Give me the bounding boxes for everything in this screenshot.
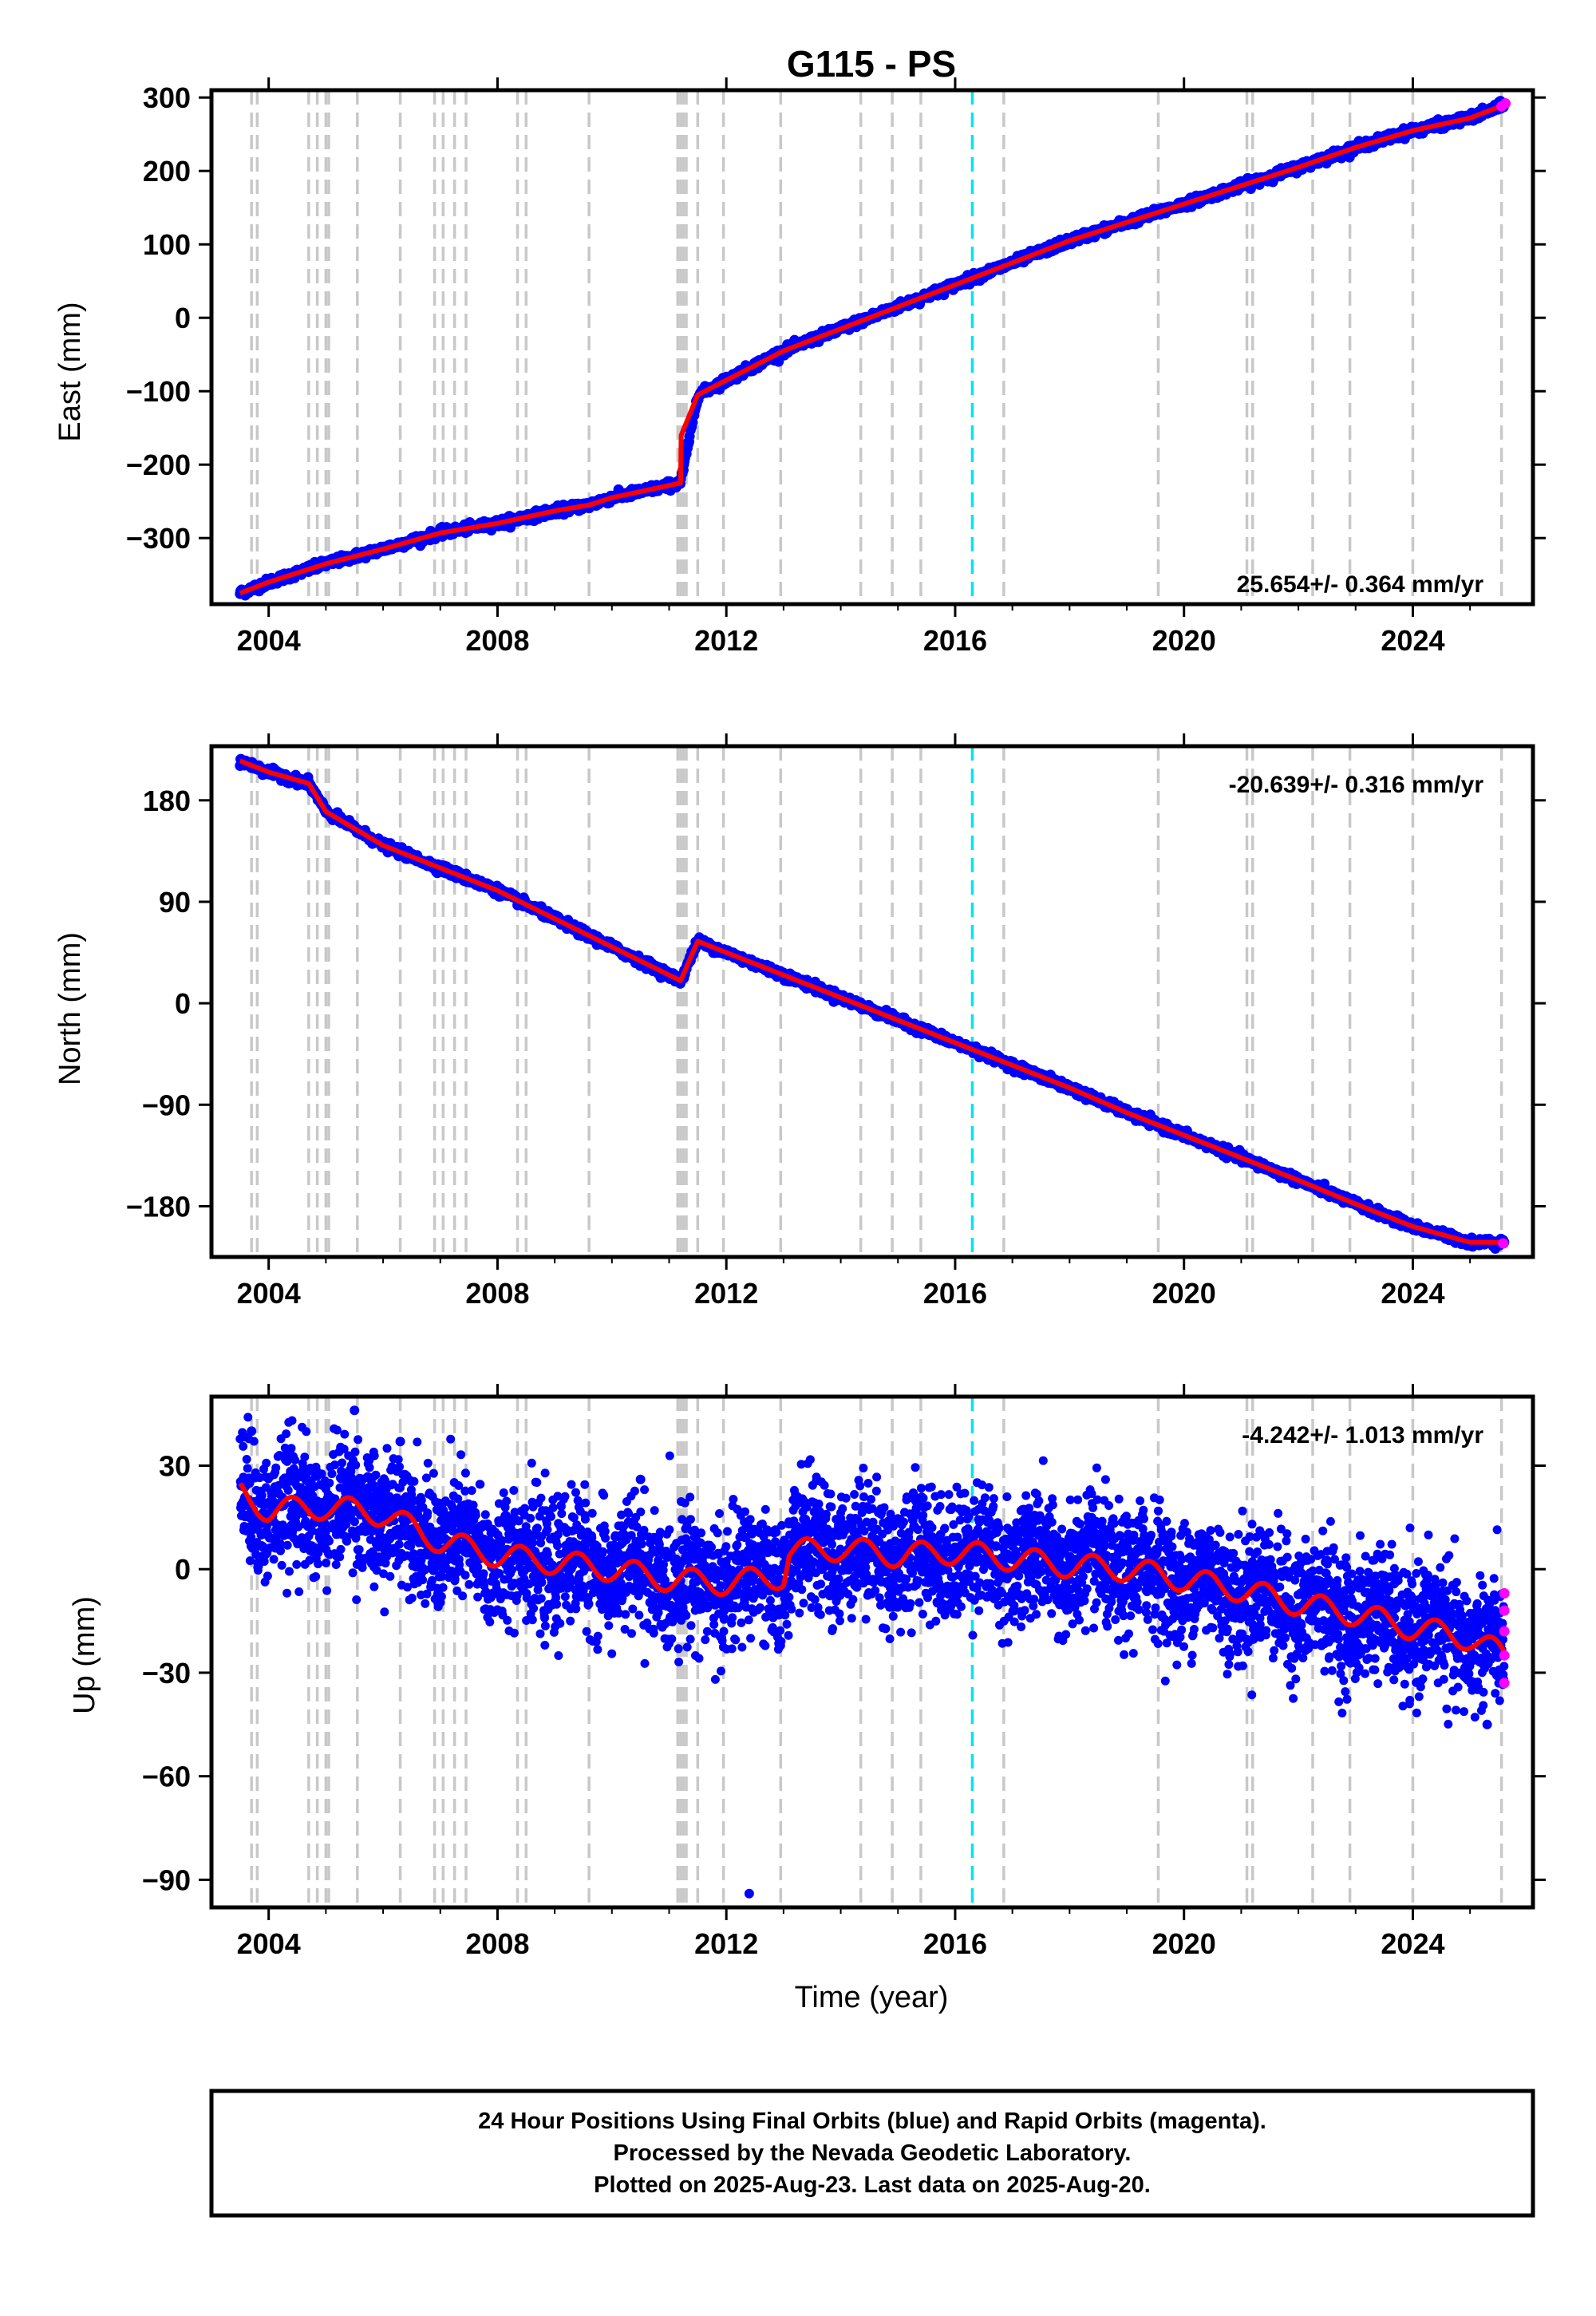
y-tick-label: 200 [143, 155, 191, 188]
y-tick-label: −300 [126, 522, 191, 555]
final-orbit-points [235, 753, 1510, 1254]
x-tick-label: 2012 [694, 624, 758, 657]
y-tick-label: 300 [143, 81, 191, 114]
north-panel: 2004 2008 2012 2016 2020 2024180900−90−180-20… [126, 733, 1546, 1310]
east-panel: 2004 2008 2012 2016 2020 2024 300 200 100 0 −100 −2… [126, 77, 1546, 657]
y-tick-label: 0 [175, 302, 191, 334]
x-tick-label: 2024 [1381, 624, 1444, 657]
x-tick-label: 2016 [923, 624, 987, 657]
rapid-point [1500, 98, 1511, 109]
chart-title: G115 - PS [787, 43, 956, 85]
rate-label: 25.654+/- 0.364 mm/yr [1237, 571, 1484, 598]
model-line [238, 102, 1507, 596]
y-tick-label: −200 [126, 449, 191, 481]
final-orbit-points [235, 96, 1510, 601]
axes-frame [209, 88, 1535, 607]
plot-area [235, 746, 1510, 1257]
x-tick-label: 2004 [237, 624, 301, 657]
y-tick-label: −100 [126, 375, 191, 408]
x-tick-label: 2020 [1152, 624, 1216, 657]
plot-area [235, 90, 1511, 604]
y-tick-label: 100 [143, 228, 191, 261]
x-tick-label: 2008 [465, 624, 529, 657]
